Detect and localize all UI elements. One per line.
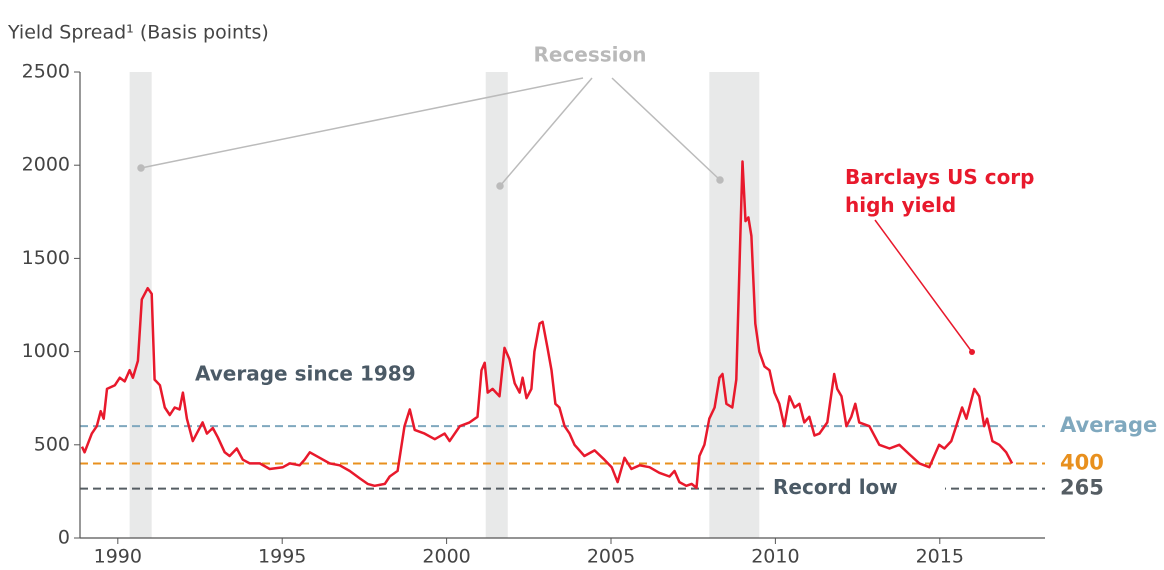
annotation: Record low xyxy=(773,475,898,499)
pointer xyxy=(611,77,721,181)
series-line xyxy=(80,160,1014,489)
x-tick-label: 1995 xyxy=(258,546,306,568)
recession-band xyxy=(485,72,508,538)
pointer-dot xyxy=(496,182,504,190)
x-tick-label: 2005 xyxy=(587,546,635,568)
reference-label: 400 xyxy=(1060,450,1104,474)
annotation: Average since 1989 xyxy=(195,362,416,386)
pointer xyxy=(499,77,593,187)
series-label: Barclays US corp high yield xyxy=(845,165,1034,217)
x-tick-label: 1990 xyxy=(94,546,142,568)
recession-label: Recession xyxy=(533,43,646,67)
recession-pointers xyxy=(137,77,724,190)
y-tick-label: 2500 xyxy=(22,61,70,83)
reference-label: Average xyxy=(1060,413,1157,437)
x-tick-label: 2010 xyxy=(751,546,799,568)
series-pointer xyxy=(874,219,973,353)
pointer-dot xyxy=(969,349,975,355)
y-tick-label: 2000 xyxy=(22,154,70,176)
y-tick-label: 1500 xyxy=(22,247,70,269)
y-axis-title: Yield Spread¹ (Basis points) xyxy=(7,22,269,44)
reference-label: 265 xyxy=(1060,476,1104,500)
y-tick-label: 500 xyxy=(34,433,70,455)
pointer-dot xyxy=(716,176,724,184)
pointer-dot xyxy=(137,164,145,172)
pointer xyxy=(140,77,584,169)
y-tick-label: 0 xyxy=(58,527,70,549)
x-tick-label: 2015 xyxy=(916,546,964,568)
x-tick-label: 2000 xyxy=(422,546,470,568)
label-background xyxy=(765,474,945,503)
y-tick-label: 1000 xyxy=(22,340,70,362)
recession-band xyxy=(709,72,760,538)
